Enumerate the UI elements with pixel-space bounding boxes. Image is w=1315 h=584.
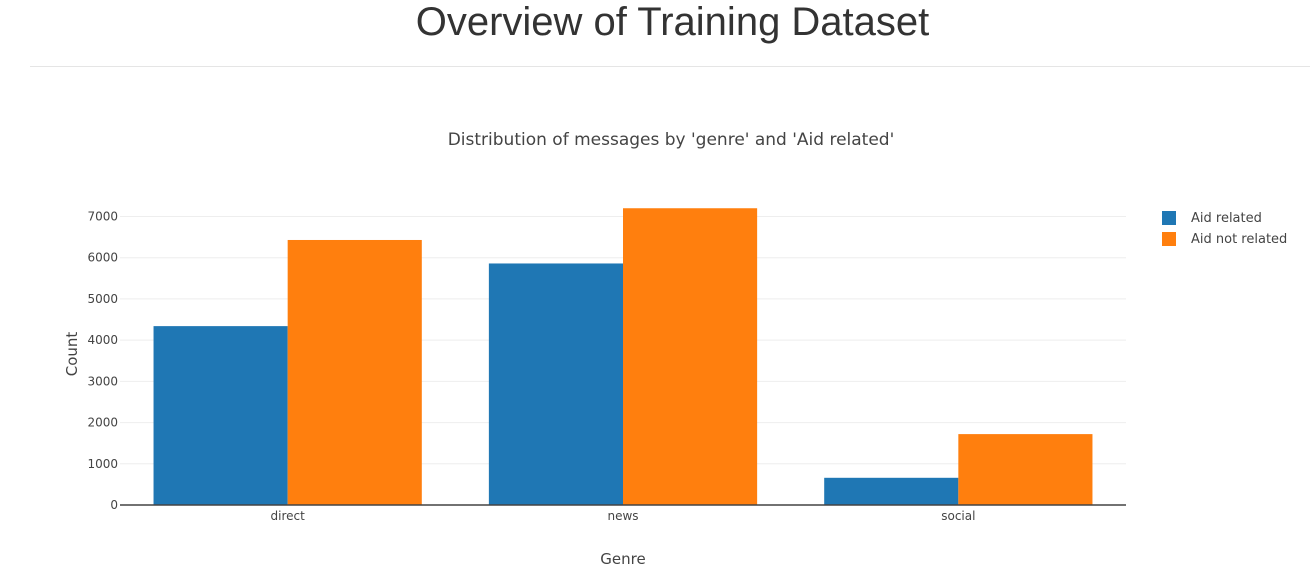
x-tick-label: news — [607, 509, 638, 523]
bar-news-aid-not-related[interactable] — [623, 208, 758, 506]
title-divider — [30, 66, 1310, 67]
bars — [153, 208, 1093, 506]
y-tick-label: 3000 — [87, 374, 118, 388]
y-tick-label: 6000 — [87, 251, 118, 265]
bar-direct-aid-not-related[interactable] — [287, 239, 422, 505]
chart-title: Distribution of messages by 'genre' and … — [448, 130, 895, 150]
legend-swatch[interactable] — [1162, 211, 1176, 225]
y-tick-label: 1000 — [87, 457, 118, 471]
legend-label[interactable]: Aid not related — [1191, 232, 1287, 247]
y-tick-label: 4000 — [87, 333, 118, 347]
x-tick-label: direct — [271, 509, 306, 523]
y-tick-label: 0 — [110, 498, 118, 512]
bar-social-aid-related[interactable] — [824, 477, 959, 505]
legend[interactable]: Aid related Aid not related — [1162, 211, 1287, 247]
axes: 0 1000 2000 3000 4000 5000 6000 7000 direct news s… — [87, 209, 1126, 523]
legend-label[interactable]: Aid related — [1191, 211, 1262, 226]
y-axis-title: Count — [63, 332, 81, 377]
y-tick-label: 2000 — [87, 416, 118, 430]
x-axis-title: Genre — [600, 550, 645, 568]
bar-news-aid-related[interactable] — [488, 263, 623, 505]
y-tick-label: 7000 — [87, 209, 118, 223]
bar-social-aid-not-related[interactable] — [958, 434, 1093, 505]
y-tick-label: 5000 — [87, 292, 118, 306]
bar-direct-aid-related[interactable] — [153, 326, 288, 505]
page-title: Overview of Training Dataset — [415, 0, 930, 44]
legend-swatch[interactable] — [1162, 232, 1176, 246]
x-tick-label: social — [941, 509, 975, 523]
